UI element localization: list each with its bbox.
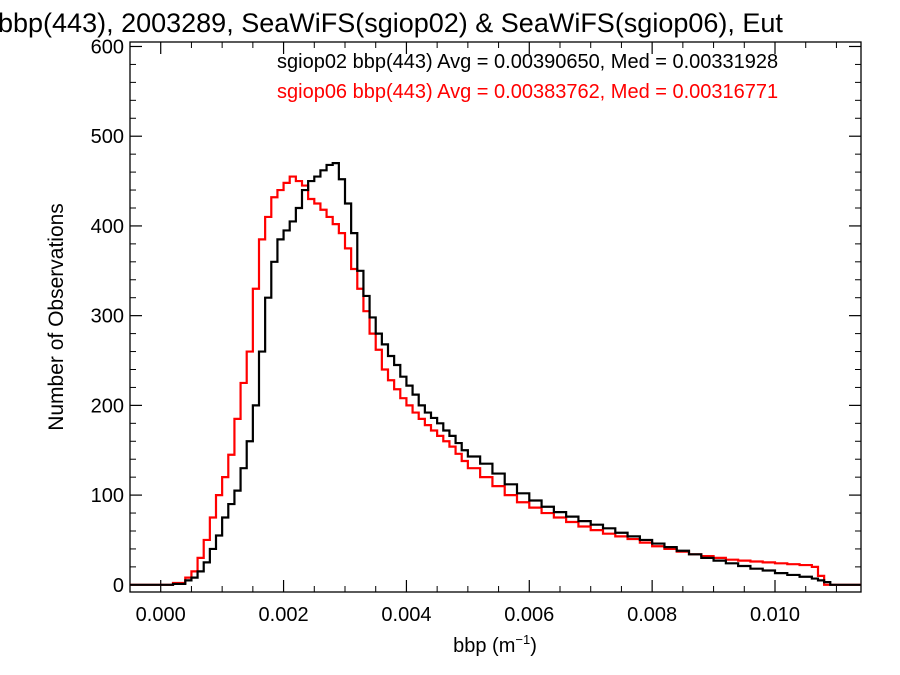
x-axis-label-main: bbp (m <box>453 635 515 657</box>
x-axis-label: bbp (m−1) <box>453 632 537 657</box>
x-tick-label: 0.002 <box>259 604 309 626</box>
y-axis-ticks: 0 100 200 300 400 500 600 <box>91 36 861 597</box>
y-tick-label: 100 <box>91 485 124 507</box>
y-tick-label: 600 <box>91 36 124 58</box>
x-axis-ticks: 0.000 0.002 0.004 0.006 0.008 0.010 <box>136 42 837 626</box>
y-tick-label: 400 <box>91 216 124 238</box>
series-layer <box>130 162 861 586</box>
legend-annotation-sgiop02: sgiop02 bbp(443) Avg = 0.00390650, Med =… <box>277 51 778 73</box>
y-tick-label: 200 <box>91 395 124 417</box>
y-tick-label: 0 <box>113 575 124 597</box>
chart-title: bbp(443), 2003289, SeaWiFS(sgiop02) & Se… <box>0 8 783 38</box>
x-tick-label: 0.000 <box>136 604 186 626</box>
x-axis-label-exponent: −1 <box>515 632 530 647</box>
x-axis-label-tail: ) <box>530 635 537 657</box>
plot-frame <box>129 41 862 593</box>
x-tick-label: 0.010 <box>750 604 800 626</box>
y-tick-label: 500 <box>91 126 124 148</box>
x-tick-label: 0.004 <box>381 604 431 626</box>
x-tick-label: 0.008 <box>627 604 677 626</box>
series-sgiop06-line <box>130 175 861 586</box>
legend-annotation-sgiop06: sgiop06 bbp(443) Avg = 0.00383762, Med =… <box>277 81 778 103</box>
y-tick-label: 300 <box>91 306 124 328</box>
series-sgiop02-line <box>130 162 861 586</box>
y-axis-label: Number of Observations <box>45 203 68 431</box>
x-tick-label: 0.006 <box>504 604 554 626</box>
